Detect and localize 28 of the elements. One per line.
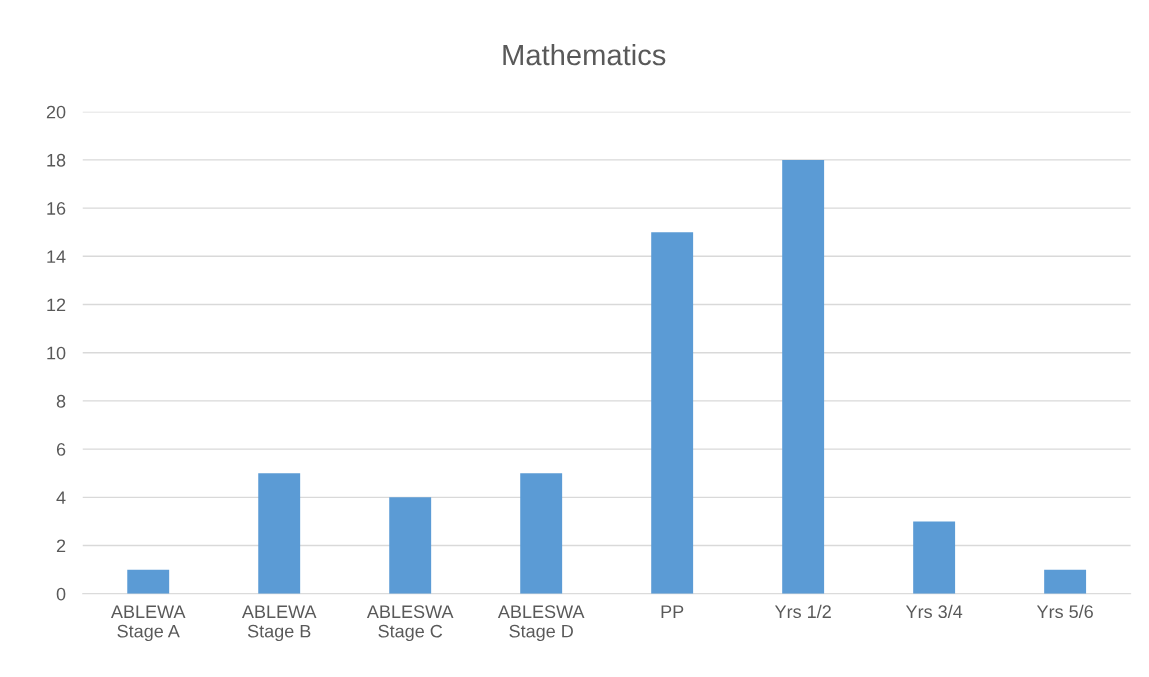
y-tick-label: 20 [46, 105, 66, 119]
bar [127, 569, 170, 594]
bar [782, 159, 825, 594]
x-tick-label: Yrs 1/2 [774, 604, 831, 619]
x-tick-label: PP [661, 605, 684, 618]
x-tick-label: ABLEWA Stage B [241, 605, 317, 642]
bar [520, 473, 563, 594]
y-tick-label: 18 [47, 153, 66, 167]
y-tick-label: 6 [56, 443, 66, 456]
bar [1044, 569, 1087, 594]
x-tick-label: ABLEWA Stage A [110, 605, 186, 642]
y-tick-label: 4 [56, 491, 66, 504]
bar [258, 473, 301, 594]
bar [389, 497, 432, 594]
bar [913, 521, 956, 594]
chart-title: Mathematics [503, 43, 666, 66]
y-tick-label: 16 [47, 202, 66, 215]
y-tick-label: 10 [47, 346, 66, 360]
y-tick-label: 14 [47, 250, 66, 263]
x-tick-label: Yrs 3/4 [905, 604, 963, 619]
bar [651, 232, 694, 594]
x-tick-label: ABLESWA Stage C [366, 605, 454, 642]
y-tick-label: 12 [47, 298, 66, 312]
x-tick-label: Yrs 5/6 [1036, 604, 1093, 619]
y-tick-label: 2 [56, 539, 66, 553]
y-tick-label: 8 [56, 394, 66, 408]
y-tick-label: 0 [56, 587, 66, 601]
x-tick-label: ABLESWA Stage D [497, 605, 585, 642]
